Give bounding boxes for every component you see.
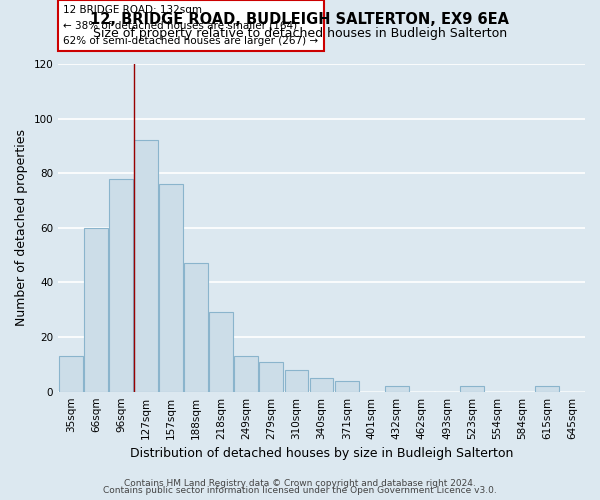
Bar (109, 178, 133, 392)
Bar (284, 370, 308, 392)
Bar (59, 356, 83, 392)
Bar (310, 378, 334, 392)
Text: 12, BRIDGE ROAD, BUDLEIGH SALTERTON, EX9 6EA: 12, BRIDGE ROAD, BUDLEIGH SALTERTON, EX9… (91, 12, 509, 28)
Bar (535, 386, 559, 392)
Text: 12 BRIDGE ROAD: 132sqm
← 38% of detached houses are smaller (164)
62% of semi-de: 12 BRIDGE ROAD: 132sqm ← 38% of detached… (64, 5, 319, 46)
Bar (134, 140, 158, 392)
Text: Contains public sector information licensed under the Open Government Licence v3: Contains public sector information licen… (103, 486, 497, 495)
Text: Contains HM Land Registry data © Crown copyright and database right 2024.: Contains HM Land Registry data © Crown c… (124, 478, 476, 488)
Bar (259, 362, 283, 392)
Bar (335, 381, 359, 392)
Bar (209, 312, 233, 392)
Y-axis label: Number of detached properties: Number of detached properties (15, 130, 28, 326)
Bar (235, 356, 258, 392)
X-axis label: Distribution of detached houses by size in Budleigh Salterton: Distribution of detached houses by size … (130, 447, 513, 460)
Bar (460, 386, 484, 392)
Bar (385, 386, 409, 392)
Text: Size of property relative to detached houses in Budleigh Salterton: Size of property relative to detached ho… (93, 28, 507, 40)
Bar (84, 228, 108, 392)
Bar (184, 264, 208, 392)
Bar (159, 184, 183, 392)
